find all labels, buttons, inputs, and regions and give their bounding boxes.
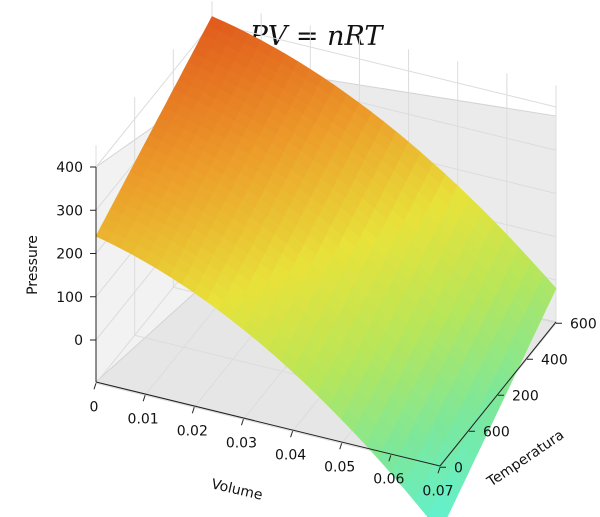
pressure-surface [95, 16, 557, 517]
y-axis [439, 321, 557, 467]
x-axis [95, 381, 441, 467]
x-tick [240, 419, 244, 426]
x-tick-label: 0.02 [177, 423, 208, 439]
x-tick [437, 467, 441, 474]
z-tick-label: 400 [56, 160, 83, 176]
x-tick-label: 0.01 [128, 411, 159, 427]
x-tick [191, 407, 195, 414]
y-tick-label: 200 [512, 388, 539, 404]
x-tick [339, 443, 343, 450]
title-segment: nRT [327, 21, 384, 52]
x-axis-label: Volume [210, 476, 264, 503]
y-tick-label: 0 [454, 460, 463, 476]
x-tick [93, 383, 97, 390]
z-axis-label: Pressure [25, 235, 41, 295]
z-tick-label: 300 [56, 203, 83, 219]
x-tick-label: 0 [90, 399, 99, 415]
x-tick [388, 455, 392, 462]
z-tick-label: 0 [74, 333, 83, 349]
y-tick-label: 600 [483, 424, 510, 440]
x-tick-label: 0.05 [324, 459, 355, 475]
x-tick-label: 0.06 [373, 471, 404, 487]
x-tick-label: 0.04 [275, 447, 306, 463]
y-ticks: 0 600 200 400 600 [440, 316, 597, 476]
y-tick-label: 400 [541, 352, 568, 368]
surface-patch [427, 506, 442, 517]
chart-title: PV = nRT [249, 21, 385, 52]
x-tick-label: 0.03 [226, 435, 257, 451]
z-tick-label: 200 [56, 247, 83, 263]
z-tick-label: 100 [56, 290, 83, 306]
y-tick-label: 600 [570, 316, 597, 332]
z-ticks: 0 100 200 300 400 [56, 160, 96, 349]
x-tick-label: 0.07 [422, 483, 453, 499]
x-tick [290, 431, 294, 438]
x-ticks: 0 0.01 0.02 0.03 0.04 0.05 0.06 0.07 [90, 383, 454, 499]
x-tick [142, 395, 146, 402]
